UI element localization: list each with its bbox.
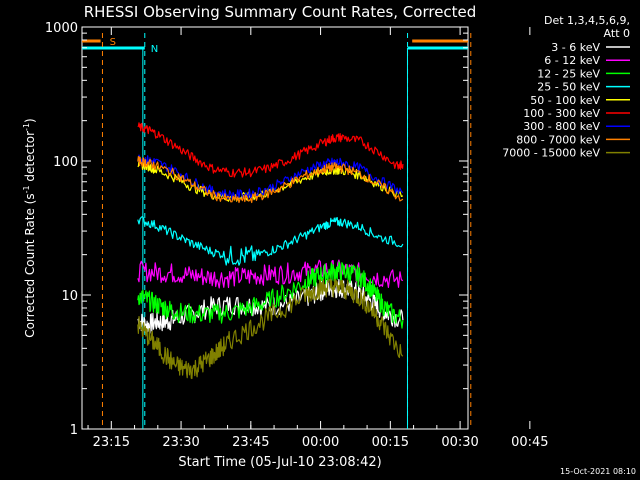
legend-label-8: 7000 - 15000 keV bbox=[502, 147, 600, 160]
x-tick-label-1: 23:30 bbox=[162, 435, 199, 450]
series-line-2 bbox=[137, 261, 404, 329]
legend-label-7: 800 - 7000 keV bbox=[516, 133, 600, 146]
y-axis-label: Corrected Count Rate (s-1 detector-1) bbox=[22, 118, 37, 337]
saa-label: S bbox=[110, 37, 116, 48]
legend-label-3: 25 - 50 keV bbox=[537, 81, 600, 94]
x-tick-label-0: 23:15 bbox=[93, 435, 130, 450]
legend-label-5: 100 - 300 keV bbox=[523, 107, 600, 120]
legend-label-1: 6 - 12 keV bbox=[544, 54, 600, 67]
y-tick-label-0: 1 bbox=[70, 423, 78, 438]
legend-label-6: 300 - 800 keV bbox=[523, 120, 600, 133]
x-tick-label-4: 00:15 bbox=[372, 435, 409, 450]
legend-label-0: 3 - 6 keV bbox=[551, 41, 600, 54]
series-line-8 bbox=[137, 278, 404, 380]
y-tick-label-1: 10 bbox=[61, 289, 78, 304]
footer-timestamp: 15-Oct-2021 08:10 bbox=[560, 467, 636, 476]
x-tick-label-2: 23:45 bbox=[232, 435, 269, 450]
legend-header-line2: Att 0 bbox=[604, 27, 630, 40]
x-tick-label-3: 00:00 bbox=[302, 435, 339, 450]
x-tick-label-6: 00:45 bbox=[511, 435, 548, 450]
series-line-5 bbox=[137, 122, 404, 178]
series-line-6 bbox=[137, 154, 404, 200]
series-line-7 bbox=[137, 156, 404, 204]
legend-label-4: 50 - 100 keV bbox=[530, 94, 600, 107]
legend-header-line1: Det 1,3,4,5,6,9, bbox=[544, 14, 630, 27]
plot-frame bbox=[81, 26, 469, 430]
legend-label-2: 12 - 25 keV bbox=[537, 67, 600, 80]
series-line-3 bbox=[137, 216, 404, 266]
x-axis-label: Start Time (05-Jul-10 23:08:42) bbox=[178, 455, 381, 470]
y-tick-label-3: 1000 bbox=[45, 21, 78, 36]
chart-title: RHESSI Observing Summary Count Rates, Co… bbox=[84, 3, 477, 21]
y-tick-label-2: 100 bbox=[53, 155, 78, 170]
x-tick-label-5: 00:30 bbox=[441, 435, 478, 450]
night-label: N bbox=[151, 44, 158, 55]
series-line-1 bbox=[137, 259, 404, 289]
